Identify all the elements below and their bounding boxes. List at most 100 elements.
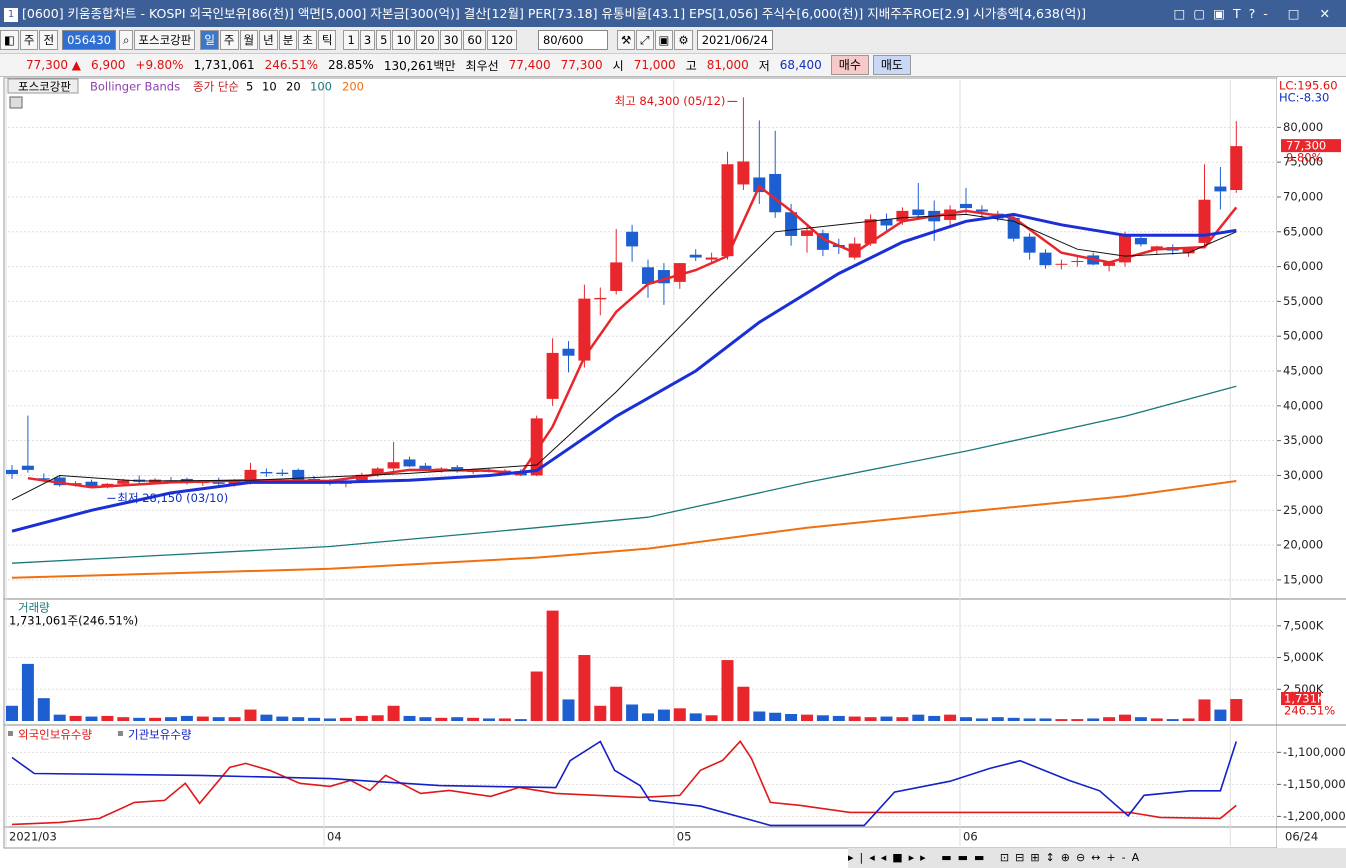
buy-button[interactable]: 매수 xyxy=(830,55,869,75)
last-price-label: 77,300 xyxy=(1286,139,1326,153)
volume-bar xyxy=(975,718,988,721)
volume-bar xyxy=(451,717,464,721)
scroll-controls[interactable]: ▸|◂◂■▸▸ ▬▬▬ ⊡⊟⊞↕⊕⊖↔+‑A xyxy=(848,848,1346,868)
x-tick-label: 06 xyxy=(963,830,978,844)
candle-body xyxy=(1023,236,1036,253)
volume-bar xyxy=(594,705,607,721)
y-tick-label: 55,000 xyxy=(1283,294,1323,308)
volume-bar xyxy=(1119,714,1131,721)
volume-bar xyxy=(642,713,654,721)
count-input[interactable]: 80/600 xyxy=(537,30,608,50)
volume-bar xyxy=(117,717,130,721)
volume-bar xyxy=(673,708,686,721)
x-tick-label: 2021/03 xyxy=(9,830,57,844)
volume-bar xyxy=(101,715,114,721)
period-button[interactable]: 월 xyxy=(239,30,259,50)
tool-button[interactable]: ⚒ xyxy=(616,30,636,50)
volume-bar xyxy=(578,655,591,721)
low-annotation: 최저 28,150 (03/10) xyxy=(117,491,228,505)
volume-bar xyxy=(1103,717,1116,721)
candle-body xyxy=(1134,238,1147,245)
minute-button[interactable]: 20 xyxy=(416,30,439,50)
plot-frame xyxy=(3,77,1278,849)
period-button[interactable]: 초 xyxy=(298,30,317,50)
candle-body xyxy=(292,469,305,480)
ma-line xyxy=(11,480,1237,579)
volume-bar xyxy=(562,699,575,721)
volume-bar xyxy=(912,714,925,721)
tool-button[interactable]: ⤢ xyxy=(636,30,654,50)
change: 6,900 xyxy=(91,58,126,72)
candle-body xyxy=(1039,252,1052,266)
volume-bar xyxy=(498,718,511,721)
volume-bar xyxy=(769,712,782,721)
volume-bar xyxy=(355,715,368,721)
period-button[interactable]: 일 xyxy=(200,30,219,50)
candle-body xyxy=(673,263,686,282)
period-button[interactable]: 틱 xyxy=(317,30,337,50)
volume-bar xyxy=(165,717,177,721)
minute-button[interactable]: 120 xyxy=(487,30,517,50)
volume-bar xyxy=(1087,718,1100,721)
period-button[interactable]: 분 xyxy=(278,30,298,50)
volume-bar xyxy=(403,715,416,721)
volume-bar xyxy=(212,717,225,721)
volume-bar xyxy=(816,715,829,721)
volume-bar xyxy=(133,717,146,721)
best-label: 최우선 xyxy=(465,58,499,73)
candle-body xyxy=(912,209,925,216)
last-volume-box xyxy=(1281,692,1321,706)
volume-bar xyxy=(721,660,734,721)
y-tick-label: 30,000 xyxy=(1283,468,1323,482)
icon-button[interactable]: ◧ xyxy=(0,30,19,50)
y-tick-label: -1,150,000 xyxy=(1283,777,1346,791)
volume-bar xyxy=(21,663,34,721)
candle-body xyxy=(276,472,289,475)
candle-body xyxy=(562,348,575,356)
candle-body xyxy=(705,257,718,260)
minute-group: 1 3 5 10 20 30 60 120 xyxy=(343,30,518,50)
y-tick-label: 40,000 xyxy=(1283,398,1323,412)
y-tick-label: 70,000 xyxy=(1283,189,1323,203)
legend-entry: 10 xyxy=(262,80,277,94)
minute-button[interactable]: 5 xyxy=(376,30,392,50)
code-input[interactable]: 056430 xyxy=(62,30,116,50)
date-input[interactable]: 2021/06/24 xyxy=(696,30,773,50)
volume-bar xyxy=(546,610,559,721)
tool-button[interactable]: ▣ xyxy=(654,30,674,50)
legend-swatch xyxy=(8,731,13,736)
ma-line xyxy=(11,385,1237,564)
sell-button[interactable]: 매도 xyxy=(872,55,911,75)
period-button[interactable]: 주 xyxy=(219,30,239,50)
minute-button[interactable]: 1 xyxy=(343,30,359,50)
y-tick-label: -1,100,000 xyxy=(1283,745,1346,759)
legend-entry: 100 xyxy=(310,80,332,94)
tool-button[interactable]: ⚙ xyxy=(674,30,693,50)
volume-bar xyxy=(260,714,273,721)
window-buttons[interactable]: □▢▣T?‑ □ ✕ xyxy=(1173,6,1338,21)
minute-button[interactable]: 30 xyxy=(439,30,463,50)
candle-body xyxy=(387,462,400,469)
minute-button[interactable]: 10 xyxy=(392,30,416,50)
x-tick-label: 05 xyxy=(677,830,692,844)
search-button[interactable]: ⌕ xyxy=(118,30,134,50)
high: 81,000 xyxy=(706,58,749,72)
volume-bar xyxy=(37,698,50,721)
period-button[interactable]: 년 xyxy=(259,30,278,50)
volume-bar xyxy=(339,717,352,721)
minute-button[interactable]: 60 xyxy=(463,30,487,50)
mode-button[interactable]: 주 xyxy=(19,30,39,50)
candle-body xyxy=(626,231,639,247)
minute-button[interactable]: 3 xyxy=(359,30,376,50)
volume-bar xyxy=(1230,699,1243,721)
candle-body xyxy=(1214,186,1227,192)
value-label: 1,731K xyxy=(1284,692,1325,706)
y-tick-label: 60,000 xyxy=(1283,259,1323,273)
volume-bar xyxy=(467,717,480,721)
volume-bar xyxy=(626,704,639,721)
prev-button[interactable]: 전 xyxy=(39,30,59,50)
grid-icon[interactable] xyxy=(9,96,23,109)
hc-label: HC:-8.30 xyxy=(1279,91,1329,105)
title-bar: 1 [0600] 키움종합차트 - KOSPI 외국인보유[86(천)] 액면[5… xyxy=(0,0,1346,27)
candle-body xyxy=(1103,262,1116,266)
